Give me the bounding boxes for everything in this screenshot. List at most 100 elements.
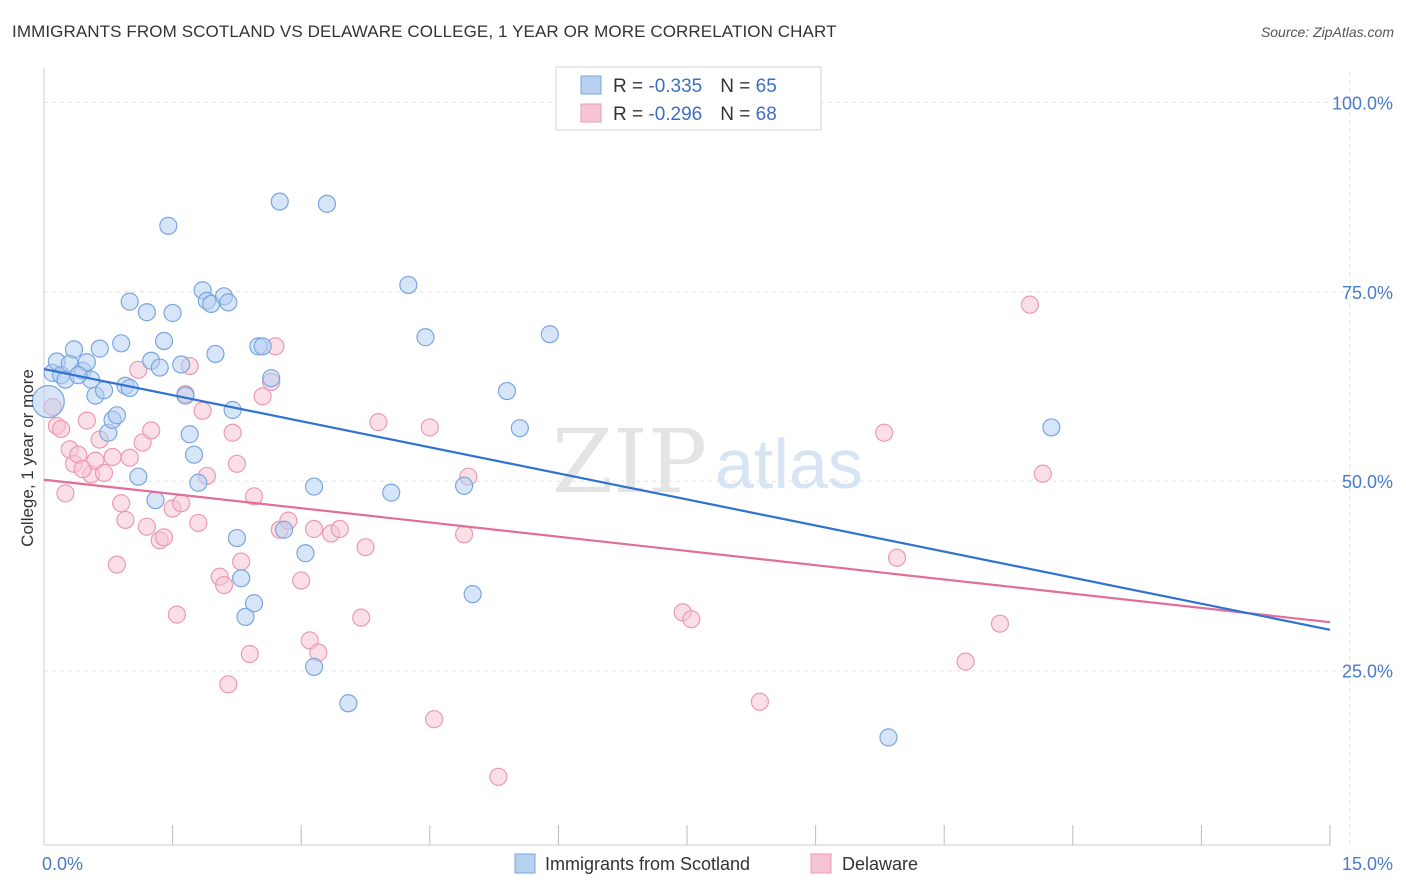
chart-source: Source: ZipAtlas.com <box>1260 24 1394 40</box>
scotland-point <box>416 328 435 347</box>
scotland-point <box>94 381 114 400</box>
delaware-point <box>1033 464 1052 483</box>
scotland-point <box>304 657 324 677</box>
delaware-point <box>214 575 234 595</box>
delaware-point <box>990 614 1010 633</box>
scotland-point <box>159 216 178 235</box>
data-points <box>31 192 1061 786</box>
delaware-point <box>142 421 161 440</box>
correlation-legend: R = -0.335 N = 65 R = -0.296 N = 68 <box>555 66 822 131</box>
y-tick-label: 75.0% <box>1342 283 1393 303</box>
legend-n-value: 65 <box>756 76 777 97</box>
scotland-point <box>172 355 191 374</box>
delaware-point <box>244 487 264 506</box>
scotland-point <box>253 337 272 356</box>
scotland-point <box>146 491 165 510</box>
delaware-point <box>172 494 191 513</box>
scotland-point <box>232 569 251 588</box>
delaware-point <box>56 484 75 503</box>
grid-lines <box>44 72 1352 845</box>
series-legend: Immigrants from Scotland Delaware <box>514 853 918 874</box>
scotland-point <box>163 303 182 323</box>
delaware-point <box>956 652 975 671</box>
delaware-point <box>454 525 474 544</box>
delaware-trend-line <box>43 478 1331 624</box>
delaware-point <box>154 528 174 547</box>
scotland-point <box>120 292 139 311</box>
scotland-point <box>150 358 169 377</box>
x-tick-labels: 0.0% 15.0% <box>42 854 1393 874</box>
delaware-point <box>107 555 126 574</box>
delaware-point <box>352 608 371 627</box>
series-legend-label-delaware: Delaware <box>842 854 918 874</box>
delaware-point <box>120 448 139 467</box>
scotland-point <box>180 425 199 444</box>
delaware-point <box>253 387 272 406</box>
scotland-point <box>154 331 174 351</box>
delaware-point <box>750 692 769 711</box>
delaware-point <box>682 610 701 629</box>
delaware-point <box>875 423 894 442</box>
scotland-point <box>317 194 337 213</box>
legend-r-label: R = <box>613 76 648 97</box>
series-legend-label-scotland: Immigrants from Scotland <box>545 854 750 874</box>
delaware-point <box>424 710 444 729</box>
delaware-point <box>189 513 208 533</box>
watermark-atlas: atlas <box>715 425 863 503</box>
delaware-point <box>292 571 311 590</box>
delaware-point <box>94 463 114 482</box>
watermark-zip: ZIP <box>552 410 707 513</box>
scotland-point <box>497 381 517 401</box>
scotland-point <box>227 528 246 548</box>
scotland-point <box>382 483 401 502</box>
y-tick-labels: 25.0% 50.0% 75.0% 100.0% <box>1332 93 1393 681</box>
delaware-point <box>129 360 148 379</box>
legend-row-blue: R = -0.335 N = 65 <box>613 76 777 97</box>
scotland-point <box>107 406 126 425</box>
delaware-point <box>227 454 246 473</box>
trend-lines <box>43 367 1331 631</box>
delaware-point <box>356 538 375 557</box>
chart-title: IMMIGRANTS FROM SCOTLAND VS DELAWARE COL… <box>12 22 837 41</box>
delaware-point <box>193 401 212 420</box>
x-tick-label: 15.0% <box>1342 854 1393 874</box>
scotland-point <box>274 520 294 539</box>
legend-row-pink: R = -0.296 N = 68 <box>613 104 777 125</box>
series-legend-swatch-scotland <box>514 853 536 874</box>
legend-n-label: N = <box>720 76 755 97</box>
scotland-point <box>270 192 289 211</box>
scotland-point <box>454 476 474 495</box>
delaware-point <box>137 517 156 536</box>
scotland-point <box>77 353 96 372</box>
legend-n-value: 68 <box>756 104 777 125</box>
axes <box>43 68 1331 846</box>
legend-r-value: -0.296 <box>648 104 702 125</box>
series-legend-swatch-delaware <box>810 853 832 874</box>
legend-r-value: -0.335 <box>648 76 702 97</box>
delaware-point <box>1020 295 1040 314</box>
scotland-point <box>184 445 204 464</box>
scotland-point <box>90 339 109 358</box>
scotland-point <box>129 467 148 486</box>
y-tick-label: 25.0% <box>1342 662 1393 682</box>
delaware-point <box>103 447 122 467</box>
delaware-point <box>219 675 238 694</box>
scotland-trend-line <box>43 367 1331 631</box>
delaware-point <box>420 418 439 437</box>
delaware-point <box>240 644 259 664</box>
delaware-point <box>73 460 92 479</box>
scotland-point <box>510 419 529 438</box>
scotland-point <box>262 369 281 388</box>
scotland-point <box>223 400 242 420</box>
scotland-point <box>879 728 898 747</box>
scotland-point <box>463 585 482 604</box>
scotland-point <box>112 334 131 353</box>
delaware-point <box>223 423 242 442</box>
delaware-point <box>330 519 349 539</box>
scotland-point <box>219 293 238 312</box>
legend-swatch-blue <box>580 75 602 95</box>
legend-n-label: N = <box>720 104 755 125</box>
y-axis-label: College, 1 year or more <box>18 369 37 547</box>
y-tick-label: 100.0% <box>1332 93 1393 113</box>
